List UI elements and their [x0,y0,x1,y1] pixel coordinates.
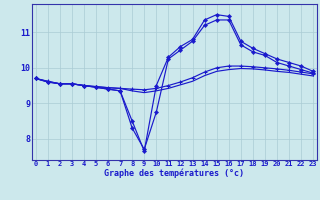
X-axis label: Graphe des températures (°c): Graphe des températures (°c) [104,169,244,178]
